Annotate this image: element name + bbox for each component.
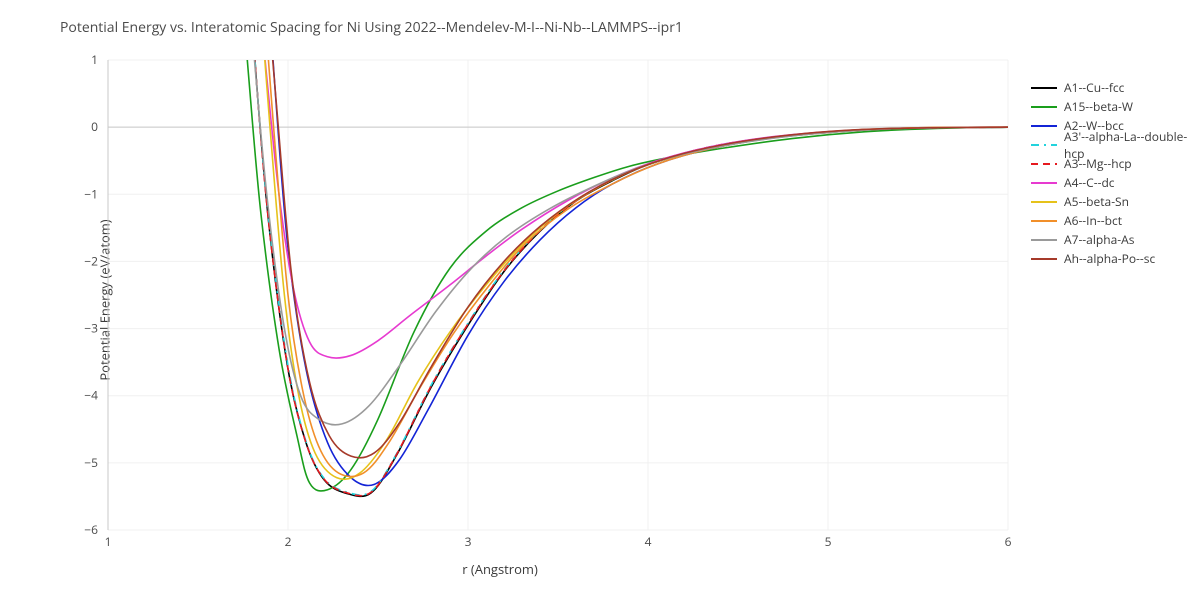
series-9[interactable] [265, 0, 1008, 458]
series-7[interactable] [261, 0, 1008, 476]
legend-item-3[interactable]: A3'--alpha-La--double-hcp [1030, 135, 1200, 154]
legend-swatch-icon [1030, 231, 1058, 249]
chart-container: Potential Energy vs. Interatomic Spacing… [0, 0, 1200, 600]
legend-label: A5--beta-Sn [1064, 193, 1129, 210]
svg-text:6: 6 [1005, 533, 1012, 550]
svg-text:0: 0 [91, 118, 98, 135]
legend-item-7[interactable]: A6--In--bct [1030, 211, 1200, 230]
svg-text:1: 1 [91, 51, 98, 68]
svg-text:4: 4 [645, 533, 652, 550]
series-8[interactable] [247, 0, 1008, 425]
legend-swatch-icon [1030, 98, 1058, 116]
legend-item-1[interactable]: A15--beta-W [1030, 97, 1200, 116]
legend-swatch-icon [1030, 155, 1058, 173]
series-3[interactable] [248, 0, 1008, 495]
legend-label: A1--Cu--fcc [1064, 79, 1124, 96]
legend-swatch-icon [1030, 136, 1058, 154]
svg-text:−6: −6 [84, 521, 98, 538]
legend-item-9[interactable]: Ah--alpha-Po--sc [1030, 249, 1200, 268]
svg-text:2: 2 [285, 533, 292, 550]
legend-swatch-icon [1030, 79, 1058, 97]
series-group [239, 0, 1008, 496]
svg-text:−5: −5 [84, 454, 98, 471]
series-5[interactable] [256, 0, 1008, 358]
legend-item-0[interactable]: A1--Cu--fcc [1030, 78, 1200, 97]
legend-item-5[interactable]: A4--C--dc [1030, 173, 1200, 192]
legend-swatch-icon [1030, 193, 1058, 211]
svg-text:−4: −4 [84, 387, 98, 404]
plot-area[interactable]: 1 2 3 4 5 6 −6 −5 −4 −3 −2 −1 0 1 [0, 0, 1200, 600]
legend-swatch-icon [1030, 250, 1058, 268]
series-0[interactable] [248, 0, 1008, 496]
legend-item-8[interactable]: A7--alpha-As [1030, 230, 1200, 249]
legend-swatch-icon [1030, 117, 1058, 135]
legend-label: A7--alpha-As [1064, 231, 1134, 248]
legend-label: Ah--alpha-Po--sc [1064, 250, 1155, 267]
legend-label: A3--Mg--hcp [1064, 155, 1132, 172]
series-4[interactable] [248, 0, 1008, 496]
svg-text:5: 5 [825, 533, 832, 550]
legend-label: A4--C--dc [1064, 174, 1115, 191]
svg-text:3: 3 [465, 533, 472, 550]
legend[interactable]: A1--Cu--fccA15--beta-WA2--W--bccA3'--alp… [1030, 78, 1200, 268]
axes: 1 2 3 4 5 6 −6 −5 −4 −3 −2 −1 0 1 [84, 51, 1011, 550]
svg-text:1: 1 [105, 533, 112, 550]
legend-label: A6--In--bct [1064, 212, 1122, 229]
legend-swatch-icon [1030, 212, 1058, 230]
svg-text:−3: −3 [84, 320, 98, 337]
svg-text:−1: −1 [84, 185, 98, 202]
legend-item-6[interactable]: A5--beta-Sn [1030, 192, 1200, 211]
svg-text:−2: −2 [84, 252, 98, 269]
series-2[interactable] [266, 0, 1008, 486]
legend-label: A15--beta-W [1064, 98, 1133, 115]
series-6[interactable] [257, 0, 1008, 479]
legend-swatch-icon [1030, 174, 1058, 192]
